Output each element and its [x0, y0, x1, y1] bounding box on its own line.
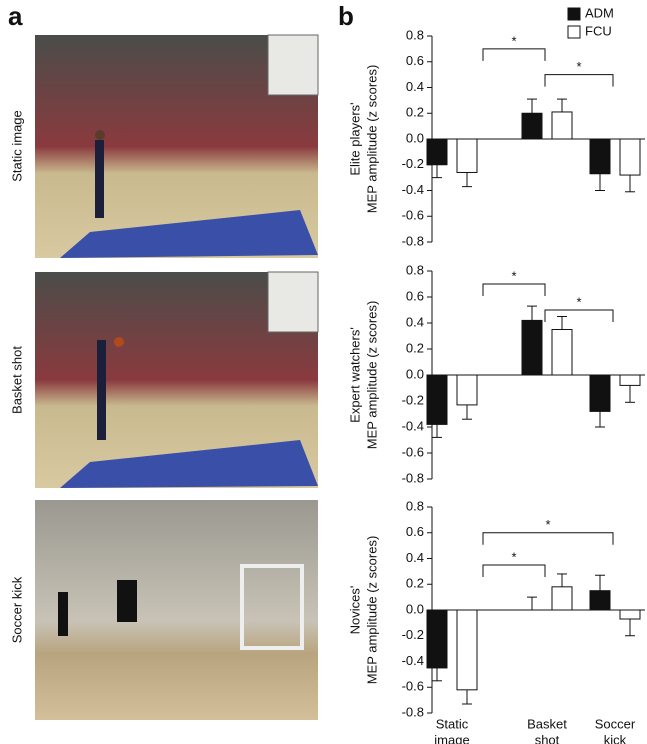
significance-label: *: [576, 59, 581, 74]
significance-label: *: [545, 517, 550, 532]
x-tick-label: image: [434, 732, 469, 744]
significance-label: *: [511, 268, 516, 283]
y-tick-label: -0.4: [402, 418, 424, 433]
bar: [456, 609, 478, 691]
y-axis-label: Novices': [347, 586, 362, 635]
y-axis-label: Elite players': [347, 102, 362, 175]
x-tick-label: kick: [604, 732, 627, 744]
y-tick-label: 0.2: [406, 105, 424, 120]
bar: [426, 609, 448, 669]
legend-swatch: [567, 7, 581, 21]
y-tick-label: 0.6: [406, 524, 424, 539]
y-tick-label: 0.4: [406, 79, 424, 94]
photo-label: Static image: [9, 110, 24, 182]
y-tick-label: -0.6: [402, 208, 424, 223]
y-tick-label: 0.8: [406, 498, 424, 513]
bar: [551, 111, 573, 140]
y-tick-label: 0.2: [406, 340, 424, 355]
bar: [521, 112, 543, 140]
photo-soccer: [35, 500, 318, 720]
x-tick-label: Soccer: [595, 716, 636, 731]
y-tick-label: 0.6: [406, 288, 424, 303]
y-tick-label: -0.2: [402, 392, 424, 407]
y-tick-label: -0.8: [402, 470, 424, 485]
panel-label: a: [8, 1, 23, 31]
bar: [619, 609, 641, 620]
significance-bracket: [544, 74, 614, 87]
legend-label: ADM: [585, 5, 614, 20]
y-tick-label: -0.2: [402, 627, 424, 642]
y-tick-label: -0.4: [402, 182, 424, 197]
photo-label: Soccer kick: [9, 576, 24, 643]
significance-bracket: [482, 564, 546, 577]
significance-bracket: [482, 283, 546, 296]
legend-swatch: [567, 25, 581, 39]
bar: [589, 590, 611, 611]
photo-basket: [35, 271, 319, 488]
bar: [619, 374, 641, 386]
y-tick-label: -0.8: [402, 704, 424, 719]
y-tick-label: 0.4: [406, 314, 424, 329]
panel-label: b: [338, 1, 354, 31]
legend-label: FCU: [585, 23, 612, 38]
y-axis-label: MEP amplitude (z scores): [364, 536, 379, 685]
y-axis-label: Expert watchers': [347, 327, 362, 423]
bar: [551, 586, 573, 611]
significance-bracket: [544, 309, 614, 322]
bar: [589, 374, 611, 412]
y-tick-label: -0.4: [402, 653, 424, 668]
y-axis-label: MEP amplitude (z scores): [364, 301, 379, 450]
photo-label: Basket shot: [9, 346, 24, 414]
y-tick-label: -0.6: [402, 679, 424, 694]
bar: [426, 374, 448, 425]
bar: [426, 138, 448, 166]
bar: [521, 319, 543, 376]
bar: [589, 138, 611, 175]
significance-label: *: [511, 549, 516, 564]
y-tick-label: 0.0: [406, 130, 424, 145]
bar: [619, 138, 641, 176]
y-tick-label: -0.8: [402, 233, 424, 248]
bar: [456, 138, 478, 173]
x-tick-label: Static: [436, 716, 469, 731]
y-tick-label: -0.2: [402, 156, 424, 171]
y-tick-label: 0.0: [406, 601, 424, 616]
y-tick-label: 0.4: [406, 550, 424, 565]
y-axis-label: MEP amplitude (z scores): [364, 65, 379, 214]
y-tick-label: 0.8: [406, 262, 424, 277]
bar: [551, 329, 573, 376]
x-tick-label: Basket: [527, 716, 567, 731]
y-tick-label: 0.2: [406, 576, 424, 591]
significance-bracket: [482, 532, 614, 545]
photo-static: [35, 34, 319, 258]
x-tick-label: shot: [535, 732, 560, 744]
significance-label: *: [576, 294, 581, 309]
y-tick-label: 0.6: [406, 53, 424, 68]
significance-label: *: [511, 33, 516, 48]
y-tick-label: -0.6: [402, 444, 424, 459]
bar: [456, 374, 478, 406]
significance-bracket: [482, 48, 546, 61]
y-tick-label: 0.0: [406, 366, 424, 381]
y-tick-label: 0.8: [406, 27, 424, 42]
